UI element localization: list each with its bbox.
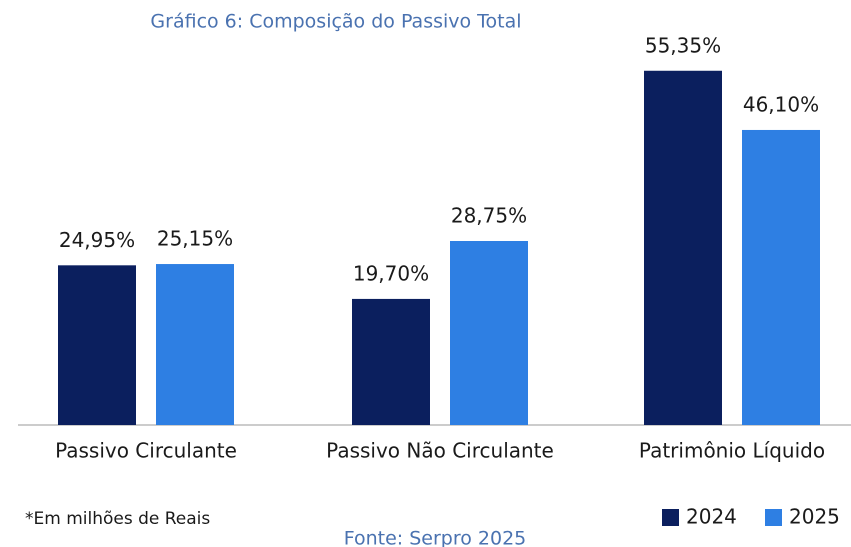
value-label: 46,10% [743, 92, 819, 116]
legend-label: 2025 [789, 505, 840, 529]
source: Fonte: Serpro 2025 [344, 528, 527, 547]
legend-label: 2024 [686, 505, 737, 529]
x-tick-label: Passivo Não Circulante [326, 439, 554, 463]
legend-swatch [765, 509, 782, 526]
bar [58, 265, 136, 425]
bar [156, 264, 234, 425]
value-label: 55,35% [645, 33, 721, 57]
x-tick-label: Patrimônio Líquido [639, 439, 825, 463]
legend-swatch [662, 509, 679, 526]
bar [352, 298, 430, 425]
note: *Em milhões de Reais [25, 509, 210, 529]
bar [742, 129, 820, 425]
value-label: 25,15% [157, 227, 233, 251]
value-label: 24,95% [59, 228, 135, 252]
bar [450, 241, 528, 425]
chart-title: Gráfico 6: Composição do Passivo Total [150, 11, 521, 33]
bar [644, 70, 722, 425]
value-label: 28,75% [451, 204, 527, 228]
value-label: 19,70% [353, 261, 429, 285]
x-tick-label: Passivo Circulante [55, 439, 237, 463]
